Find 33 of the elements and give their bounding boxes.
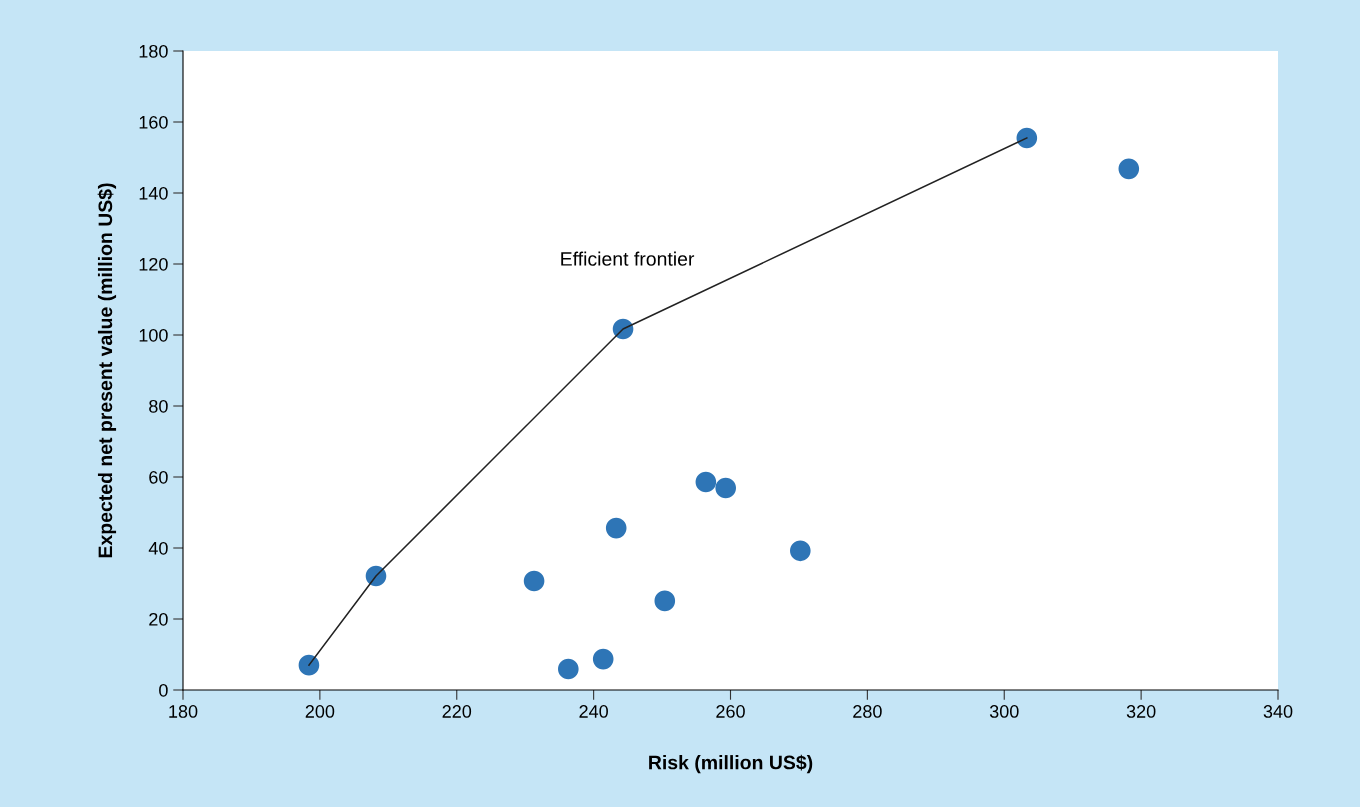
x-tick-label: 180 (169, 705, 198, 718)
x-tick-label: 200 (305, 705, 335, 718)
x-tick-label: 220 (442, 705, 472, 718)
point (523, 570, 545, 592)
y-tick-label: 40 (148, 541, 168, 555)
point (790, 540, 811, 562)
point (298, 654, 320, 676)
x-tick-label: 340 (1263, 705, 1293, 718)
point (592, 648, 614, 670)
y-tick-label: 160 (139, 115, 168, 129)
x-tick-label: 300 (989, 705, 1019, 718)
point (558, 658, 579, 680)
y-tick-label: 0 (159, 683, 168, 697)
x-tick-label: 280 (853, 705, 882, 718)
annotation: Efficient frontier (561, 251, 695, 266)
y-tick-label: 180 (139, 44, 168, 58)
x-tick-label: 240 (579, 705, 608, 718)
y-tick-label: 80 (149, 399, 168, 413)
y-tick-label: 100 (139, 328, 168, 342)
point (654, 590, 676, 612)
x-tick-label: 260 (716, 705, 745, 718)
point (715, 477, 737, 499)
point (605, 517, 627, 539)
y-tick-label: 60 (149, 470, 168, 484)
y-tick-label: 20 (149, 612, 168, 626)
point (1118, 158, 1140, 180)
x-axis-title: Risk (million US$) (649, 754, 813, 774)
point (1016, 127, 1038, 149)
y-tick-label: 120 (139, 257, 168, 271)
y-tick-label: 140 (139, 186, 168, 200)
point (695, 471, 717, 493)
x-tick-label: 320 (1126, 705, 1156, 718)
y-axis-title: Expected net present value (million US$) (97, 183, 117, 558)
